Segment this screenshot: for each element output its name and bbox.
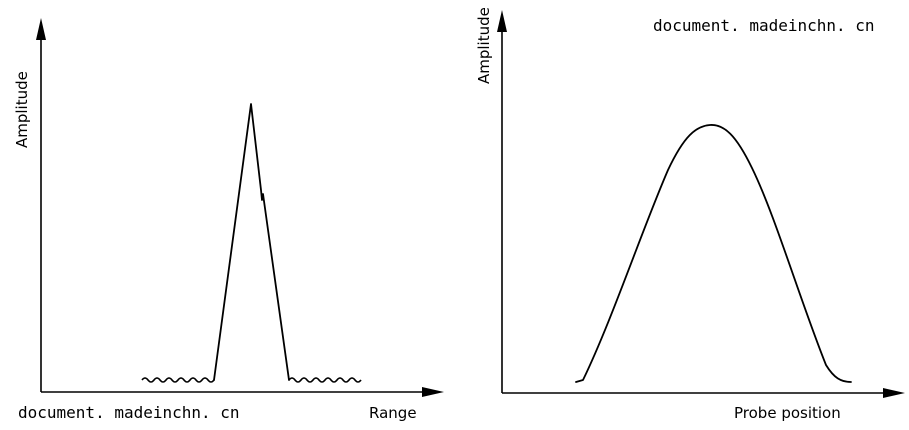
left-x-axis-label: Range [369,404,417,422]
left-panel: Amplitude Range document. madeinchn. cn [13,18,444,422]
left-watermark: document. madeinchn. cn [18,403,240,422]
right-y-axis-arrow [497,10,507,32]
right-x-axis-label: Probe position [734,404,841,422]
left-y-axis-label: Amplitude [13,71,31,148]
right-watermark: document. madeinchn. cn [653,16,875,35]
right-y-axis-label: Amplitude [475,7,493,84]
left-noise-right [288,377,362,383]
left-x-axis-arrow [422,387,444,397]
right-panel: Amplitude Probe position document. madei… [475,7,905,422]
echo-pulse [213,103,290,381]
left-noise-left [141,377,215,383]
right-x-axis-arrow [883,388,905,398]
left-y-axis-arrow [36,18,46,40]
probe-response-curve [575,124,852,383]
